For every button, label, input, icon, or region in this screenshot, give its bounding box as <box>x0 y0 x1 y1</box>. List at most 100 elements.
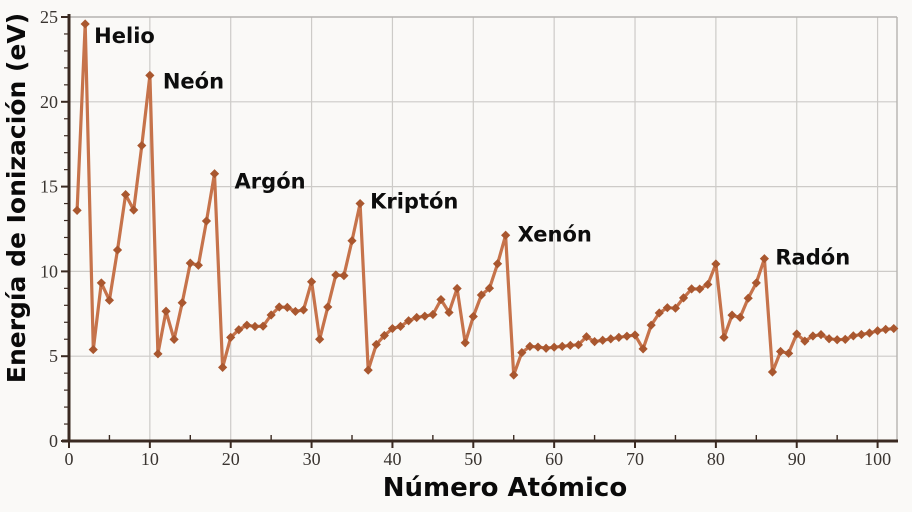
data-point-marker <box>96 278 106 288</box>
x-axis-title: Número Atómico <box>383 473 627 503</box>
data-point-marker <box>80 19 90 29</box>
data-point-marker <box>234 325 244 335</box>
data-point-marker <box>848 331 858 341</box>
data-point-marker <box>856 329 867 340</box>
data-point-marker <box>339 271 349 281</box>
data-point-marker <box>775 346 786 357</box>
data-point-marker <box>72 205 82 215</box>
data-point-marker <box>565 340 575 350</box>
data-point-marker <box>509 370 519 380</box>
data-point-marker <box>824 334 834 344</box>
data-point-marker <box>832 335 842 345</box>
ionization-line <box>75 22 896 377</box>
data-point-marker <box>759 254 769 264</box>
data-point-marker <box>306 277 317 287</box>
y-tick-label: 5 <box>49 346 58 366</box>
data-point-marker <box>581 332 592 342</box>
data-point-marker <box>177 298 187 308</box>
data-point-marker <box>226 332 236 342</box>
noble-gas-label: Neón <box>163 69 224 93</box>
data-point-marker <box>161 306 171 316</box>
data-point-marker <box>355 198 365 209</box>
noble-gas-label: Radón <box>775 246 850 270</box>
data-point-marker <box>662 303 672 313</box>
x-tick-label: 40 <box>383 449 401 469</box>
data-point-marker <box>412 312 422 323</box>
data-point-marker <box>242 320 252 330</box>
data-point-marker <box>209 169 220 179</box>
x-tick-label: 60 <box>545 449 563 469</box>
data-point-marker <box>153 349 163 359</box>
data-point-marker <box>719 332 729 342</box>
x-tick-label: 20 <box>222 449 240 469</box>
data-point-marker <box>816 330 826 340</box>
data-point-marker <box>606 334 616 344</box>
y-axis-ticks: 0 5 10 15 20 25 <box>40 7 69 451</box>
data-point-marker <box>88 344 98 355</box>
data-point-marker <box>630 330 640 340</box>
element-annotations: Helio Neón Argón Kriptón Xenón Radón <box>94 24 850 270</box>
data-point-marker <box>711 259 721 269</box>
data-point-marker <box>112 245 123 255</box>
data-point-marker <box>436 294 446 305</box>
x-tick-label: 70 <box>626 449 644 469</box>
data-point-marker <box>331 270 341 280</box>
data-point-marker <box>573 340 584 350</box>
data-point-marker <box>767 367 778 377</box>
data-point-marker <box>872 326 883 336</box>
x-axis-ticks: 0 10 20 30 40 50 60 70 80 90 100 <box>65 435 891 469</box>
data-point-marker <box>460 338 470 348</box>
plot-frame <box>69 16 898 441</box>
noble-gas-label: Kriptón <box>370 190 458 214</box>
data-point-marker <box>452 283 462 294</box>
data-point-marker <box>541 343 551 353</box>
data-point-marker <box>678 293 689 303</box>
data-point-marker <box>444 307 454 318</box>
data-point-marker <box>864 328 875 338</box>
data-point-marker <box>315 334 325 344</box>
data-point-marker <box>395 321 406 331</box>
data-point-marker <box>646 320 656 330</box>
data-point-marker <box>476 290 486 300</box>
data-point-marker <box>557 341 567 351</box>
data-point-marker <box>282 302 292 312</box>
y-tick-label: 0 <box>49 431 58 451</box>
data-point-marker <box>347 236 357 246</box>
data-point-marker <box>428 309 438 320</box>
y-tick-label: 25 <box>40 7 58 27</box>
data-point-marker <box>792 329 802 339</box>
data-point-marker <box>533 342 543 352</box>
x-tick-label: 30 <box>303 449 321 469</box>
noble-gas-label: Argón <box>235 170 306 194</box>
data-point-marker <box>622 331 632 341</box>
data-point-marker <box>501 230 511 240</box>
data-point-marker <box>598 335 608 345</box>
noble-gas-label: Xenón <box>518 222 592 246</box>
series-markers <box>72 19 899 380</box>
data-point-marker <box>218 362 228 372</box>
data-point-marker <box>274 302 284 312</box>
data-point-marker <box>121 189 131 200</box>
data-point-marker <box>420 311 430 321</box>
data-point-marker <box>371 339 381 350</box>
data-point-marker <box>145 70 155 80</box>
y-tick-label: 15 <box>40 177 58 197</box>
data-point-marker <box>525 341 535 351</box>
data-point-marker <box>492 259 503 269</box>
data-point-marker <box>703 279 713 290</box>
data-point-marker <box>137 140 147 151</box>
y-axis-title: Energía de Ionización (eV) <box>2 13 31 383</box>
data-point-marker <box>290 306 301 317</box>
data-point-marker <box>889 323 899 334</box>
data-point-marker <box>468 311 478 322</box>
data-point-marker <box>201 216 212 226</box>
data-point-marker <box>250 321 260 332</box>
x-tick-label: 100 <box>864 449 891 469</box>
data-point-marker <box>387 323 398 334</box>
data-point-marker <box>727 310 737 320</box>
data-point-marker <box>638 344 648 354</box>
data-point-marker <box>695 284 705 294</box>
data-point-marker <box>881 324 891 335</box>
data-point-marker <box>363 365 373 375</box>
